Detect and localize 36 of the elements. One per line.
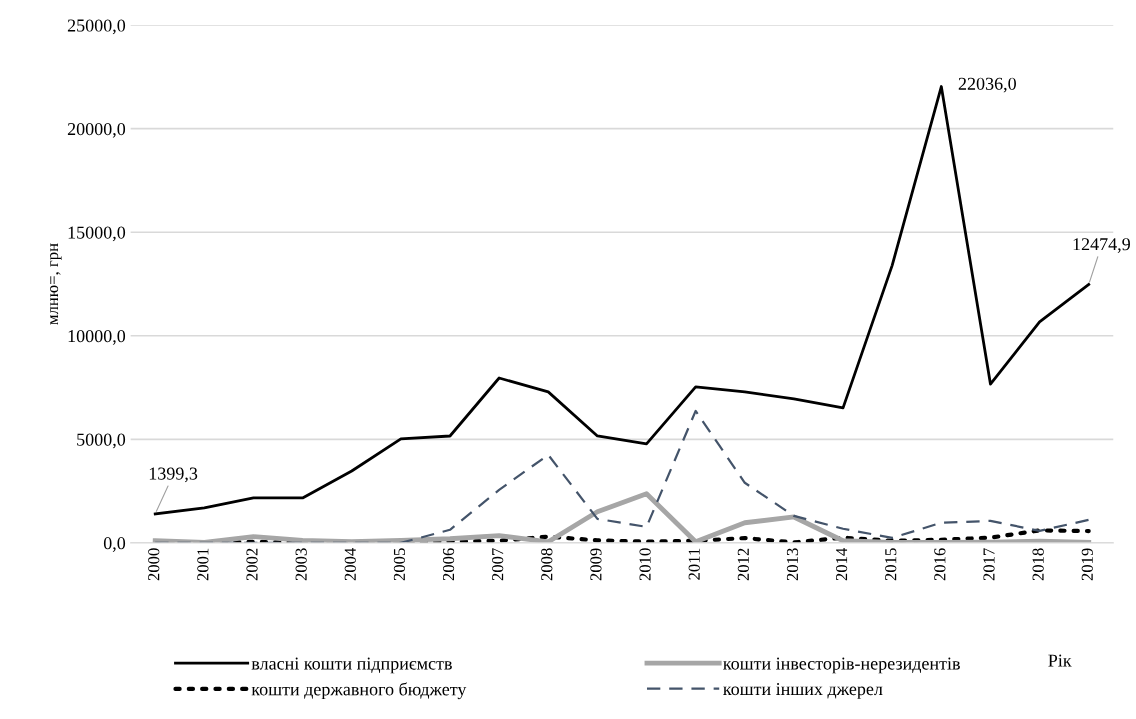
y-tick-label: 25000,0 — [67, 19, 126, 35]
y-tick-label: 0,0 — [103, 537, 126, 552]
x-tick-label: 2001 — [197, 548, 209, 581]
x-tick-label: 2003 — [295, 548, 307, 581]
line-series — [152, 491, 1092, 543]
data-label: 12474,9 — [1073, 238, 1130, 253]
data-label: 1399,3 — [149, 467, 198, 483]
legend-label: кошти інших джерел — [723, 683, 883, 699]
x-tick-label: 2005 — [393, 548, 406, 581]
x-tick-label: 2015 — [885, 548, 897, 581]
x-tick-label: 2013 — [786, 548, 799, 581]
x-tick-label: 2006 — [442, 548, 455, 581]
y-tick-label: 15000,0 — [68, 226, 126, 242]
x-axis-title: Рік — [1048, 654, 1072, 667]
y-tick-label: 20000,0 — [67, 122, 126, 138]
legend-label: власні кошти підприємств — [251, 657, 452, 674]
legend-label: кошти інвесторів-нерезидентів — [723, 657, 960, 674]
x-tick-label: 2007 — [492, 548, 504, 581]
x-tick-label: 2000 — [148, 548, 160, 581]
x-tick-label: 2012 — [737, 548, 749, 581]
x-tick-label: 2017 — [983, 548, 995, 581]
y-tick-label: 10000,0 — [68, 330, 126, 345]
x-tick-label: 2016 — [934, 548, 946, 581]
x-tick-label: 2011 — [688, 548, 700, 580]
y-tick-label: 5000,0 — [77, 433, 126, 449]
x-tick-label: 2014 — [835, 547, 848, 581]
y-axis-title: млню=, грн — [50, 243, 62, 325]
x-tick-label: 2009 — [590, 548, 602, 581]
x-tick-label: 2010 — [639, 548, 651, 581]
data-label: 22036,0 — [958, 77, 1016, 93]
x-tick-label: 2004 — [344, 547, 356, 581]
x-tick-label: 2002 — [246, 548, 258, 581]
x-tick-label: 2008 — [541, 548, 553, 581]
x-tick-label: 2018 — [1032, 548, 1044, 581]
x-tick-label: 2019 — [1081, 548, 1093, 581]
legend-label: кошти державного бюджету — [251, 682, 467, 700]
